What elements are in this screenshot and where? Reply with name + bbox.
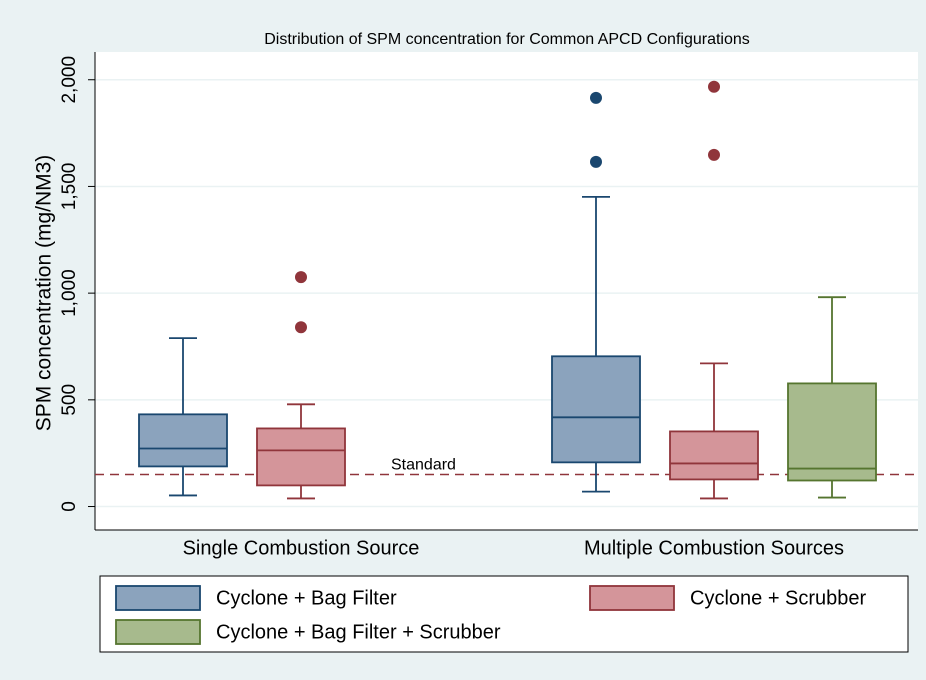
y-tick-label: 0 — [59, 501, 80, 512]
box — [787, 382, 877, 482]
y-tick-label: 1,500 — [59, 163, 80, 211]
legend-swatch — [589, 585, 675, 611]
chart-title: Distribution of SPM concentration for Co… — [264, 31, 750, 48]
outlier — [708, 80, 720, 93]
legend-swatch — [115, 619, 201, 645]
legend-label: Cyclone + Bag Filter — [216, 587, 397, 609]
box — [669, 430, 759, 481]
outlier — [708, 148, 720, 161]
reference-label: Standard — [391, 457, 456, 474]
outlier — [590, 155, 602, 168]
outlier — [295, 271, 307, 284]
y-tick-label: 1,000 — [59, 269, 80, 317]
legend-label: Cyclone + Scrubber — [690, 587, 867, 609]
x-tick-label: Multiple Combustion Sources — [584, 537, 844, 559]
plot-area — [95, 52, 918, 530]
legend-label: Cyclone + Bag Filter + Scrubber — [216, 621, 501, 643]
y-tick-label: 500 — [59, 384, 80, 416]
y-axis-title: SPM concentration (mg/NM3) — [33, 155, 56, 432]
outlier — [295, 321, 307, 334]
box — [256, 427, 346, 487]
box — [138, 413, 228, 468]
x-tick-label: Single Combustion Source — [183, 537, 420, 559]
outlier — [590, 91, 602, 104]
box — [551, 355, 641, 464]
legend-swatch — [115, 585, 201, 611]
legend-box — [99, 575, 909, 653]
y-tick-label: 2,000 — [59, 56, 80, 104]
